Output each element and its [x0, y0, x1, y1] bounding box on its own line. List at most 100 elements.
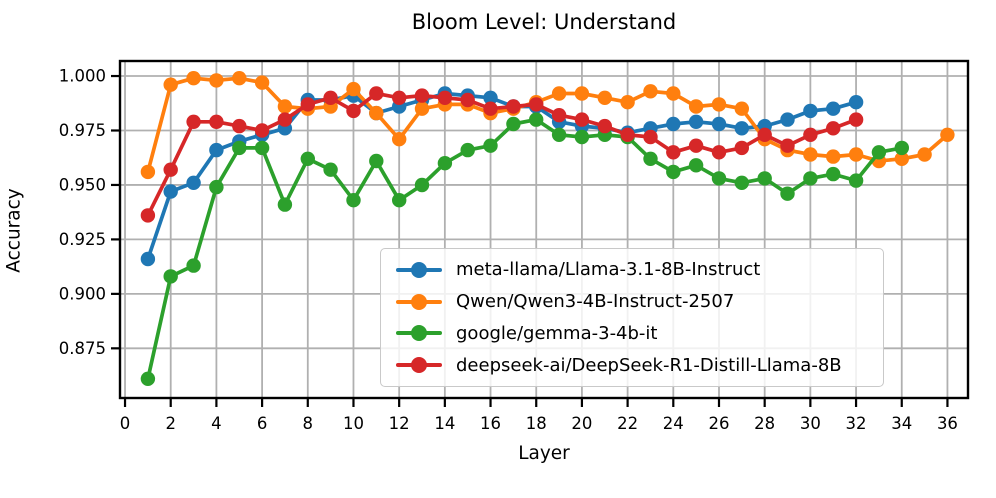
svg-text:22: 22	[617, 414, 638, 433]
data-point	[711, 116, 727, 132]
data-point	[140, 371, 156, 386]
data-point	[848, 95, 864, 110]
data-point	[460, 92, 475, 108]
data-point	[254, 123, 270, 138]
data-point	[688, 158, 704, 173]
legend: meta-llama/Llama-3.1-8B-Instruct Qwen/Qw…	[380, 248, 884, 387]
svg-text:2: 2	[165, 414, 176, 433]
svg-text:0.975: 0.975	[59, 121, 106, 140]
data-point	[506, 116, 521, 132]
svg-text:4: 4	[211, 414, 222, 433]
data-point	[414, 177, 430, 193]
data-point	[734, 175, 749, 190]
svg-text:1.000: 1.000	[59, 67, 106, 86]
legend-marker-icon	[396, 356, 442, 374]
svg-text:34: 34	[891, 414, 912, 433]
svg-text:0: 0	[120, 414, 131, 433]
data-point	[277, 197, 293, 212]
svg-text:0.925: 0.925	[59, 230, 106, 249]
data-point	[688, 99, 704, 114]
data-point	[392, 132, 407, 147]
legend-item: google/gemma-3-4b-it	[381, 323, 883, 344]
data-point	[780, 186, 795, 201]
data-point	[757, 171, 772, 186]
data-point	[346, 193, 361, 208]
svg-text:8: 8	[303, 414, 314, 433]
data-point	[300, 151, 315, 166]
data-point	[369, 153, 384, 169]
data-point	[597, 90, 612, 106]
svg-text:30: 30	[800, 414, 821, 433]
data-point	[574, 86, 590, 101]
data-point	[300, 97, 315, 112]
data-point	[209, 73, 224, 88]
data-point	[369, 86, 384, 101]
data-point	[894, 140, 909, 156]
data-point	[826, 166, 841, 182]
data-point	[803, 147, 818, 162]
data-point	[643, 129, 658, 145]
data-point	[186, 71, 201, 86]
data-point	[369, 105, 384, 121]
data-point	[254, 75, 270, 90]
data-point	[323, 162, 338, 177]
data-point	[643, 84, 658, 99]
data-point	[780, 112, 795, 127]
data-point	[140, 251, 156, 267]
data-point	[323, 90, 338, 106]
data-point	[574, 129, 590, 145]
data-point	[848, 173, 864, 188]
data-point	[917, 147, 932, 162]
data-point	[734, 101, 749, 116]
data-point	[597, 118, 612, 134]
data-point	[277, 112, 293, 127]
svg-text:0.875: 0.875	[59, 339, 106, 358]
svg-text:12: 12	[389, 414, 410, 433]
data-point	[483, 138, 498, 153]
data-point	[620, 95, 635, 110]
svg-text:14: 14	[434, 414, 455, 433]
data-point	[711, 97, 727, 112]
data-point	[666, 116, 681, 132]
svg-text:18: 18	[526, 414, 547, 433]
data-point	[551, 127, 567, 142]
svg-text:0.900: 0.900	[59, 284, 106, 303]
y-axis-label: Accuracy	[3, 188, 25, 273]
data-point	[414, 88, 430, 103]
data-point	[437, 90, 453, 106]
data-point	[826, 121, 841, 136]
data-point	[688, 114, 704, 129]
data-point	[163, 269, 178, 284]
svg-text:36: 36	[937, 414, 958, 433]
data-point	[940, 127, 955, 142]
svg-text:28: 28	[754, 414, 775, 433]
data-point	[163, 184, 178, 199]
data-point	[392, 90, 407, 106]
data-point	[848, 147, 864, 162]
axis-tick-labels: 0 2 4 6 8 10 12 14 16 18 20 22 24 26 28 30 32 34 360.8750.…	[59, 67, 958, 433]
data-point	[688, 138, 704, 153]
data-point	[529, 97, 544, 112]
svg-text:20: 20	[571, 414, 592, 433]
legend-item: Qwen/Qwen3-4B-Instruct-2507	[381, 291, 883, 312]
data-point	[734, 121, 749, 136]
svg-text:0.950: 0.950	[59, 175, 106, 194]
svg-text:32: 32	[846, 414, 867, 433]
x-axis-label: Layer	[518, 443, 570, 464]
data-point	[186, 175, 201, 190]
data-point	[346, 81, 361, 97]
data-point	[209, 114, 224, 129]
data-point	[666, 86, 681, 101]
data-point	[483, 90, 498, 106]
legend-label: Qwen/Qwen3-4B-Instruct-2507	[456, 291, 735, 313]
legend-item: deepseek-ai/DeepSeek-R1-Distill-Llama-8B	[381, 355, 883, 376]
series-line-3	[140, 86, 864, 223]
data-point	[826, 101, 841, 116]
svg-text:24: 24	[663, 414, 684, 433]
svg-text:16: 16	[480, 414, 501, 433]
axes-spines	[118, 59, 970, 400]
data-point	[437, 156, 453, 171]
legend-label: google/gemma-3-4b-it	[456, 322, 658, 344]
data-point	[551, 108, 567, 123]
